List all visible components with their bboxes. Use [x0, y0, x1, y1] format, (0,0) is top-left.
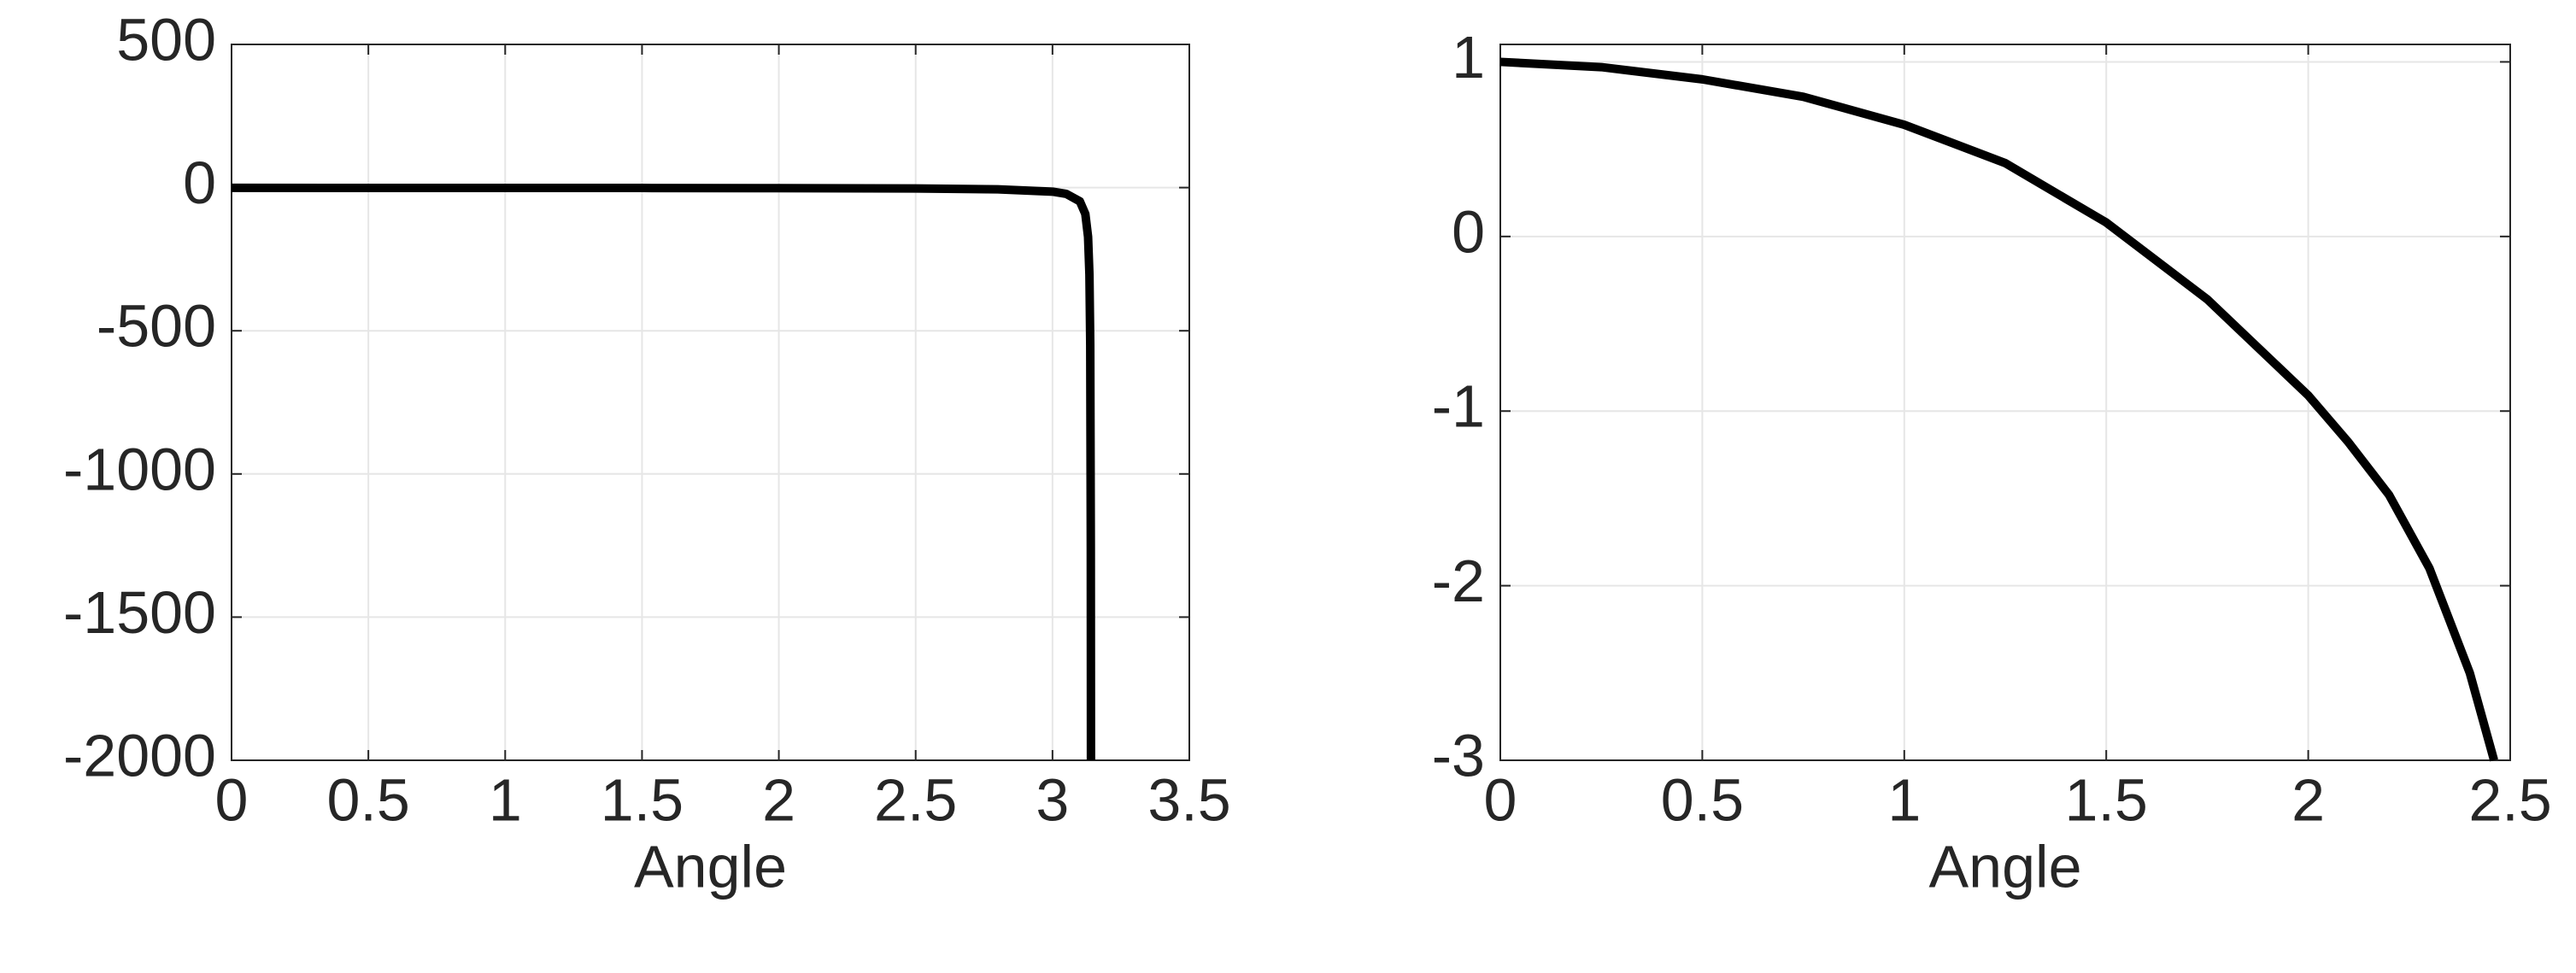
y-tick-label: 500 — [116, 6, 216, 73]
x-tick-label: 2 — [2291, 766, 2325, 833]
x-tick-label: 3.5 — [1147, 766, 1230, 833]
x-tick-label: 0.5 — [326, 766, 409, 833]
y-tick-label: 1 — [1452, 24, 1485, 91]
x-tick-label: 1.5 — [2065, 766, 2148, 833]
x-tick-label: 0.5 — [1661, 766, 1744, 833]
y-tick-label: -2000 — [63, 722, 216, 788]
x-tick-label: 0 — [1484, 766, 1517, 833]
x-axis-label: Angle — [1928, 833, 2081, 900]
x-tick-label: 3 — [1036, 766, 1069, 833]
y-tick-label: -3 — [1432, 722, 1485, 788]
y-tick-label: 0 — [183, 149, 216, 216]
data-line — [1499, 57, 2498, 762]
axes-frame — [231, 44, 1190, 761]
x-tick-label: 1.5 — [601, 766, 684, 833]
data-line — [231, 183, 1095, 761]
y-tick-label: 0 — [1452, 198, 1485, 265]
x-tick-label: 1 — [489, 766, 522, 833]
x-tick-label: 1 — [1887, 766, 1921, 833]
x-tick-label: 2 — [762, 766, 795, 833]
y-tick-label: -1 — [1432, 373, 1485, 440]
x-tick-label: 0 — [215, 766, 249, 833]
y-tick-label: -2 — [1432, 548, 1485, 614]
axes-frame — [1499, 44, 2511, 761]
y-tick-label: -1500 — [63, 579, 216, 646]
x-tick-label: 2.5 — [874, 766, 957, 833]
x-axis-label: Angle — [634, 833, 787, 900]
y-tick-label: -500 — [97, 293, 216, 360]
x-tick-label: 2.5 — [2468, 766, 2551, 833]
y-tick-label: -1000 — [63, 436, 216, 502]
